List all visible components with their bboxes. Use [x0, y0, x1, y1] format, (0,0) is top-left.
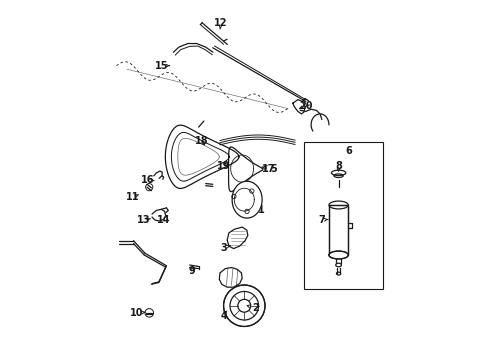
Text: 12: 12 — [214, 18, 227, 28]
Text: 14: 14 — [157, 215, 171, 225]
Polygon shape — [227, 227, 248, 249]
Text: 16: 16 — [141, 175, 154, 185]
Text: 19: 19 — [217, 161, 230, 171]
Text: 8: 8 — [335, 161, 342, 171]
Text: 7: 7 — [318, 215, 325, 225]
Text: 2: 2 — [252, 303, 259, 313]
Text: 13: 13 — [136, 215, 150, 225]
Ellipse shape — [329, 251, 348, 259]
Text: 9: 9 — [188, 266, 195, 276]
Polygon shape — [232, 181, 262, 218]
Text: 1: 1 — [258, 205, 265, 215]
Text: 20: 20 — [300, 101, 313, 111]
Bar — [329, 205, 348, 255]
Bar — [329, 205, 348, 255]
Polygon shape — [228, 147, 263, 192]
Text: 5: 5 — [270, 163, 277, 174]
Text: 6: 6 — [345, 146, 352, 156]
Text: 10: 10 — [130, 308, 144, 318]
Circle shape — [223, 285, 265, 327]
Text: 18: 18 — [195, 136, 208, 147]
Text: 17: 17 — [262, 164, 275, 174]
Bar — [304, 143, 383, 289]
Text: 11: 11 — [126, 192, 139, 202]
Polygon shape — [220, 267, 242, 287]
Text: 4: 4 — [220, 311, 227, 321]
Text: 3: 3 — [220, 243, 227, 253]
Text: 15: 15 — [155, 61, 169, 71]
